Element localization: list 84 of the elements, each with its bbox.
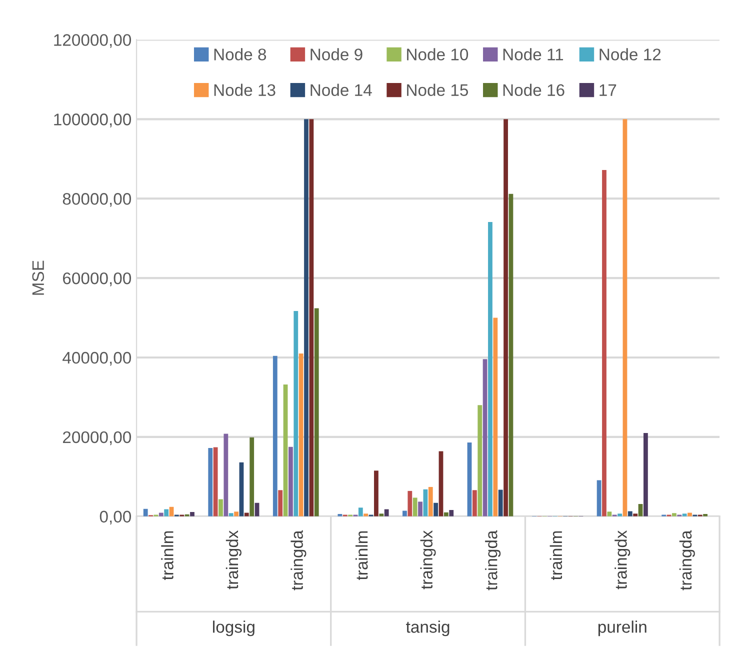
bar xyxy=(602,170,606,516)
bar xyxy=(384,509,389,516)
y-tick-label: 0,00 xyxy=(100,510,132,525)
x-tick-label: trainlm xyxy=(355,531,368,580)
legend-label: Node 9 xyxy=(310,48,362,60)
bar xyxy=(449,510,454,516)
bar xyxy=(288,446,293,516)
bar xyxy=(298,354,304,516)
bar xyxy=(618,514,622,516)
bar xyxy=(164,509,169,516)
bar xyxy=(482,359,488,516)
bar xyxy=(488,222,492,516)
legend-label: Node 13 xyxy=(214,84,276,96)
bar xyxy=(294,311,298,516)
y-tick-label: 100000,00 xyxy=(54,114,132,128)
y-tick-label: 60000,00 xyxy=(63,272,132,286)
bar xyxy=(143,508,148,516)
x-tick-label: traingda xyxy=(679,530,695,590)
bar xyxy=(498,490,503,516)
bar xyxy=(358,508,363,516)
legend-label: 17 xyxy=(600,84,616,96)
bar xyxy=(438,451,444,516)
bar xyxy=(309,119,314,516)
bar xyxy=(412,498,418,516)
bar xyxy=(379,514,384,516)
legend-label: Node 14 xyxy=(310,84,372,96)
bar xyxy=(434,502,438,516)
legend-label: Node 12 xyxy=(600,48,661,60)
legend-label: Node 16 xyxy=(503,84,564,96)
bar xyxy=(314,308,319,516)
bar xyxy=(283,384,288,516)
bar xyxy=(190,512,194,516)
x-tick-label: traingda xyxy=(485,530,501,590)
bar xyxy=(478,405,482,516)
y-axis-title: MSE xyxy=(32,260,44,295)
x-tick-label: traingda xyxy=(290,530,306,590)
bar xyxy=(467,442,472,516)
bar xyxy=(213,447,218,516)
x-tick-label: traingdx xyxy=(420,530,436,590)
bar xyxy=(218,499,223,516)
bar xyxy=(493,318,498,516)
legend-label: Node 10 xyxy=(407,48,468,60)
bar xyxy=(224,434,228,516)
bar xyxy=(423,489,428,516)
bar xyxy=(234,512,238,516)
text: tansig xyxy=(406,620,450,636)
legend-label: Node 8 xyxy=(214,48,266,60)
bar xyxy=(364,514,368,516)
bar xyxy=(428,486,433,516)
text: purelin xyxy=(598,620,646,636)
legend-label: Node 15 xyxy=(407,84,468,96)
y-tick-label: 120000,00 xyxy=(54,34,132,48)
bar xyxy=(633,514,638,516)
legend-label: Node 11 xyxy=(503,48,564,60)
bar xyxy=(272,356,278,516)
bar xyxy=(508,194,514,516)
bar xyxy=(402,510,407,516)
bar xyxy=(504,119,508,516)
bar xyxy=(250,437,254,516)
bar xyxy=(228,513,234,516)
y-tick-label: 20000,00 xyxy=(63,431,132,446)
bar xyxy=(418,502,422,516)
bar xyxy=(374,470,378,516)
bar xyxy=(672,513,676,516)
bar xyxy=(622,119,628,516)
x-tick-label: trainlm xyxy=(550,531,562,580)
bar xyxy=(304,119,308,516)
bar xyxy=(628,511,632,516)
bar xyxy=(644,432,648,516)
bar xyxy=(239,462,244,516)
bar xyxy=(472,490,477,516)
bar xyxy=(596,480,602,516)
bar xyxy=(408,490,412,516)
y-tick-label: 80000,00 xyxy=(62,193,132,207)
x-tick-label: trainlm xyxy=(161,531,174,580)
bar xyxy=(444,512,448,516)
x-tick-label: traingdx xyxy=(226,530,242,590)
bar xyxy=(278,490,283,516)
bar xyxy=(607,512,612,516)
text: logsig xyxy=(213,620,254,636)
bar xyxy=(682,514,687,516)
x-tick-label: traingdx xyxy=(614,530,630,590)
y-tick-label: 40000,00 xyxy=(62,352,132,366)
bar xyxy=(208,448,213,516)
